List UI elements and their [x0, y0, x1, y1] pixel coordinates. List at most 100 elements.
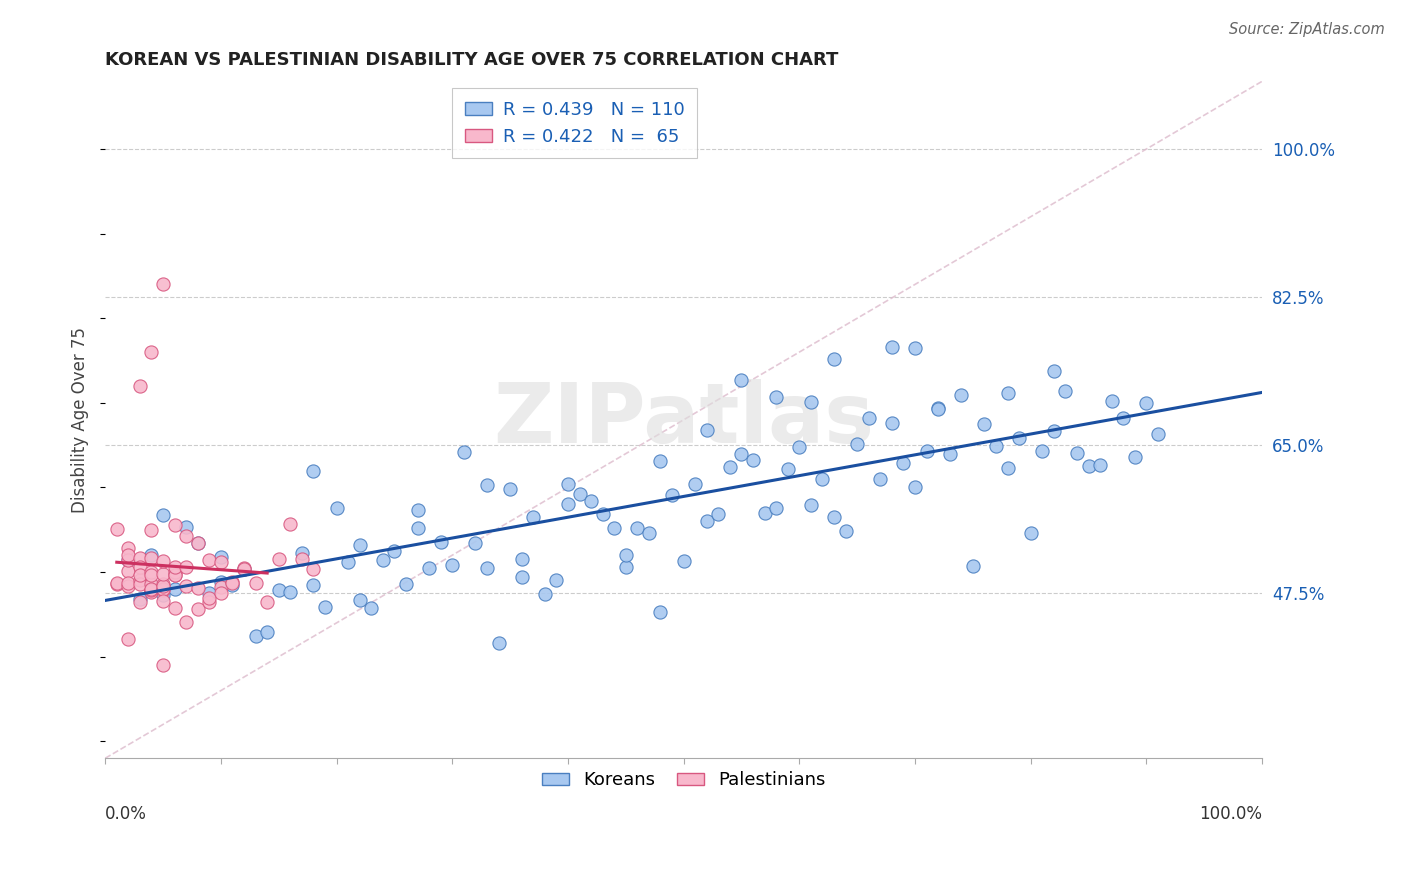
Point	[152, 582, 174, 597]
Point	[187, 536, 209, 550]
Point	[1123, 450, 1146, 464]
Point	[730, 373, 752, 387]
Point	[557, 497, 579, 511]
Point	[129, 592, 152, 607]
Point	[152, 508, 174, 523]
Point	[927, 401, 949, 416]
Point	[371, 553, 394, 567]
Point	[141, 550, 163, 565]
Point	[163, 560, 186, 574]
Text: Source: ZipAtlas.com: Source: ZipAtlas.com	[1229, 22, 1385, 37]
Point	[278, 516, 301, 531]
Point	[302, 578, 325, 592]
Point	[245, 629, 267, 643]
Point	[1054, 384, 1077, 399]
Point	[278, 585, 301, 599]
Point	[441, 558, 464, 572]
Point	[221, 576, 243, 591]
Point	[152, 554, 174, 568]
Point	[325, 500, 347, 515]
Point	[1043, 425, 1066, 439]
Point	[997, 460, 1019, 475]
Point	[152, 277, 174, 292]
Point	[395, 577, 418, 591]
Point	[141, 345, 163, 359]
Point	[174, 529, 197, 543]
Point	[141, 548, 163, 562]
Point	[141, 577, 163, 591]
Point	[915, 443, 938, 458]
Point	[209, 549, 232, 564]
Point	[221, 577, 243, 591]
Point	[129, 577, 152, 591]
Point	[997, 386, 1019, 401]
Point	[776, 462, 799, 476]
Point	[696, 515, 718, 529]
Point	[291, 552, 314, 566]
Point	[233, 561, 256, 575]
Point	[592, 508, 614, 522]
Point	[475, 478, 498, 492]
Point	[650, 605, 672, 619]
Point	[163, 566, 186, 580]
Point	[858, 410, 880, 425]
Point	[174, 579, 197, 593]
Point	[141, 583, 163, 598]
Point	[163, 518, 186, 533]
Point	[962, 558, 984, 573]
Point	[800, 498, 823, 512]
Point	[256, 624, 278, 639]
Point	[198, 553, 221, 567]
Point	[152, 658, 174, 673]
Point	[834, 524, 856, 538]
Point	[568, 487, 591, 501]
Point	[198, 591, 221, 605]
Point	[418, 561, 440, 575]
Point	[650, 454, 672, 468]
Point	[221, 575, 243, 590]
Point	[209, 555, 232, 569]
Point	[1077, 459, 1099, 474]
Point	[152, 566, 174, 581]
Point	[302, 562, 325, 576]
Point	[152, 583, 174, 598]
Point	[846, 437, 869, 451]
Point	[117, 564, 139, 578]
Point	[105, 576, 128, 591]
Point	[291, 546, 314, 560]
Point	[174, 615, 197, 629]
Point	[209, 575, 232, 590]
Point	[117, 576, 139, 591]
Point	[163, 601, 186, 615]
Point	[267, 582, 290, 597]
Point	[579, 494, 602, 508]
Point	[510, 552, 533, 566]
Point	[661, 488, 683, 502]
Point	[233, 562, 256, 576]
Point	[730, 447, 752, 461]
Point	[1008, 431, 1031, 445]
Point	[141, 568, 163, 582]
Point	[1147, 426, 1170, 441]
Point	[823, 351, 845, 366]
Point	[950, 388, 973, 402]
Point	[141, 566, 163, 580]
Point	[973, 417, 995, 432]
Point	[117, 548, 139, 562]
Point	[152, 594, 174, 608]
Point	[337, 555, 360, 569]
Point	[152, 577, 174, 591]
Point	[626, 521, 648, 535]
Point	[938, 447, 960, 461]
Point	[187, 601, 209, 615]
Point	[488, 636, 510, 650]
Point	[464, 536, 486, 550]
Point	[129, 595, 152, 609]
Point	[1019, 525, 1042, 540]
Point	[105, 522, 128, 536]
Point	[800, 395, 823, 409]
Point	[1066, 446, 1088, 460]
Point	[754, 506, 776, 520]
Point	[765, 391, 787, 405]
Point	[129, 550, 152, 565]
